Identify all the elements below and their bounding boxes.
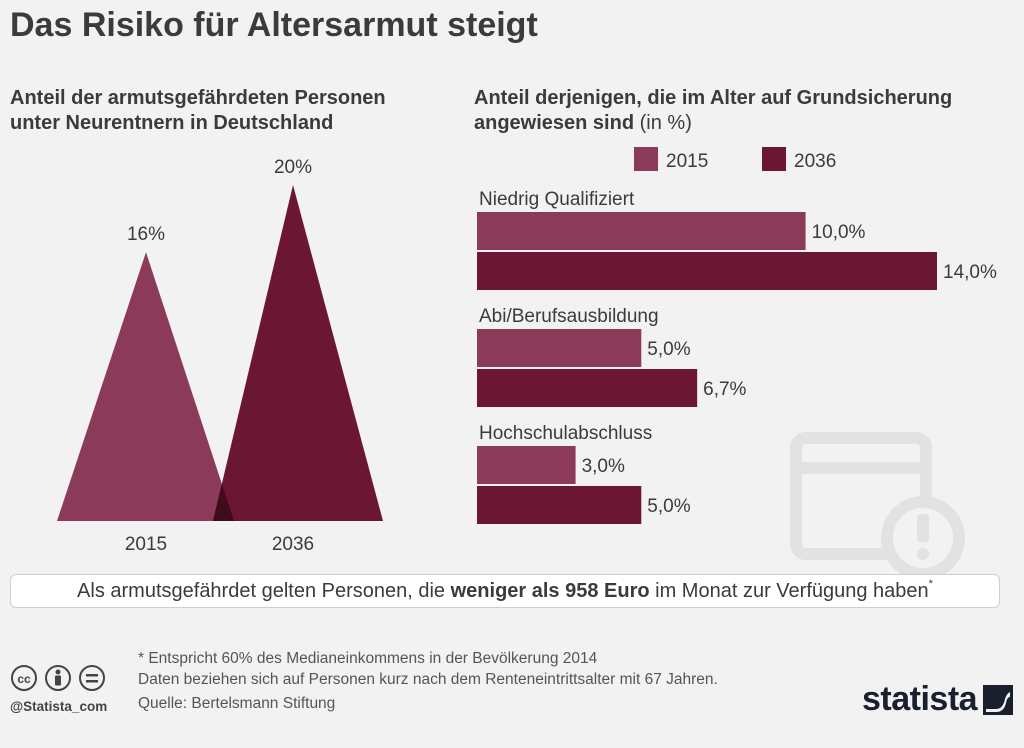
category-label-2036: 2036	[272, 534, 314, 555]
category-label-niedrig-qualifiziert: Niedrig Qualifiziert	[479, 189, 635, 210]
value-label-2015: 16%	[127, 224, 165, 245]
bar-hochschulabschluss-2036	[477, 486, 642, 524]
triangle-overlap	[213, 483, 234, 521]
triangle-2036	[213, 185, 383, 521]
category-label-abi-berufsausbildung: Abi/Berufsausbildung	[479, 306, 659, 327]
bar-label-hochschulabschluss-2036: 5,0%	[647, 496, 690, 517]
right-subtitle-unit: (in %)	[639, 112, 692, 134]
triangle-2015	[57, 252, 234, 521]
note-text-bold: weniger als 958 Euro	[450, 580, 650, 602]
legend-label-2036: 2036	[794, 151, 836, 172]
bar-label-niedrig-qualifiziert-2015: 10,0%	[812, 222, 866, 243]
category-label-hochschulabschluss: Hochschulabschluss	[479, 423, 652, 444]
bar-label-abi-berufsausbildung-2036: 6,7%	[703, 379, 746, 400]
note-text-after: im Monat zur Verfügung haben	[649, 580, 929, 602]
footnotes: * Entspricht 60% des Medianeinkommens in…	[138, 648, 718, 714]
bar-abi-berufsausbildung-2036	[477, 369, 698, 407]
bar-niedrig-qualifiziert-2036	[477, 252, 937, 290]
charts-canvas: 16% 2015 20% 2036 2015 2036 Niedrig Qualifizie…	[57, 147, 997, 555]
statista-wordmark: statista	[862, 680, 978, 718]
left-subtitle-line-2: unter Neurentnern in Deutschland	[10, 112, 334, 134]
statista-handle[interactable]: @Statista_com	[10, 699, 108, 714]
chart-title: Das Risiko für Altersarmut steigt	[10, 6, 538, 44]
source-note: Quelle: Bertelsmann Stiftung	[138, 695, 336, 712]
left-subtitle-line-1: Anteil der armutsgefährdeten Personen	[10, 87, 386, 109]
left-chart-subtitle: Anteil der armutsgefährdeten Personen un…	[10, 86, 386, 136]
bar-label-abi-berufsausbildung-2015: 5,0%	[647, 339, 690, 360]
legend-label-2015: 2015	[666, 151, 708, 172]
legend-swatch-2036	[762, 147, 786, 171]
bar-abi-berufsausbildung-2015	[477, 329, 642, 367]
svg-text:cc: cc	[17, 672, 31, 686]
footnote-1: * Entspricht 60% des Medianeinkommens in…	[138, 650, 598, 667]
license-icons[interactable]: cc	[10, 664, 110, 699]
bar-niedrig-qualifiziert-2015	[477, 212, 806, 250]
bar-label-hochschulabschluss-2015: 3,0%	[582, 456, 625, 477]
right-subtitle-line-1: Anteil derjenigen, die im Alter auf Grun…	[474, 87, 953, 109]
statista-logo[interactable]: statista	[862, 680, 1014, 719]
legend-swatch-2015	[634, 147, 658, 171]
person-icon	[45, 665, 71, 691]
bar-label-niedrig-qualifiziert-2036: 14,0%	[943, 262, 997, 283]
right-subtitle-line-2: angewiesen sind	[474, 112, 635, 134]
footnote-2: Daten beziehen sich auf Personen kurz na…	[138, 671, 718, 688]
definition-note: Als armutsgefährdet gelten Personen, die…	[10, 574, 1000, 608]
cc-icon: cc	[11, 665, 37, 691]
bar-hochschulabschluss-2015	[477, 446, 576, 484]
category-label-2015: 2015	[125, 534, 167, 555]
right-chart-subtitle: Anteil derjenigen, die im Alter auf Grun…	[474, 86, 952, 136]
note-text-before: Als armutsgefährdet gelten Personen, die	[77, 580, 451, 602]
note-footnote-mark: *	[928, 578, 933, 590]
statista-flag-icon	[983, 684, 1014, 715]
value-label-2036: 20%	[274, 157, 312, 178]
equals-icon	[79, 665, 105, 691]
